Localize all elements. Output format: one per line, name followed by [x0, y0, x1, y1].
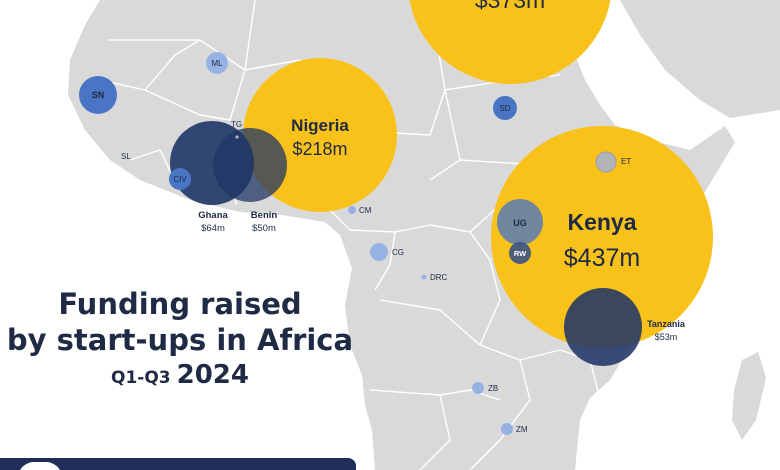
- bubble-civ: [169, 168, 191, 190]
- border-line: [379, 299, 481, 346]
- bubble-tg: [235, 135, 239, 139]
- label-ml: ML: [211, 59, 223, 68]
- bubble-cg: [370, 243, 388, 261]
- bubble-benin: [213, 128, 287, 202]
- bubble-top: [409, 0, 611, 84]
- europe-edge: [360, 0, 400, 12]
- bubble-cm: [348, 206, 356, 214]
- mid-bubbles: [170, 121, 642, 366]
- label-et: ET: [621, 157, 631, 166]
- border-line: [469, 231, 501, 346]
- bubble-rw: [509, 242, 531, 264]
- major-bubbles: [243, 0, 713, 348]
- border-line: [349, 224, 471, 233]
- label-nigeria-amount: $218m: [292, 139, 347, 159]
- bubble-et: [595, 151, 617, 173]
- small-bubbles: [79, 52, 617, 435]
- label-nigeria-name: Nigeria: [291, 116, 349, 135]
- bubble-tanzania: [564, 288, 642, 366]
- border-line: [419, 394, 451, 470]
- bubble-kenya: [491, 126, 713, 348]
- label-sd: SD: [499, 104, 510, 113]
- label-zb: ZB: [488, 384, 498, 393]
- title-period: Q1-Q3 2024: [0, 358, 360, 395]
- footer-bar: [0, 458, 356, 470]
- border-line: [369, 389, 501, 401]
- label-ug: UG: [513, 218, 527, 228]
- label-kenya-name: Kenya: [567, 209, 636, 235]
- bubble-ml: [206, 52, 228, 74]
- border-line: [199, 69, 246, 121]
- label-benin-amount: $50m: [252, 223, 276, 234]
- bubble-ug: [497, 199, 543, 245]
- border-line: [144, 39, 201, 91]
- title-line-2: by start-ups in Africa: [6, 323, 354, 357]
- title-quarter: Q1-Q3: [111, 368, 171, 388]
- label-cg: CG: [392, 248, 404, 257]
- border-line: [374, 231, 396, 291]
- label-ghana-amount: $64m: [201, 223, 225, 234]
- bubble-sn: [79, 76, 117, 114]
- madagascar-island: [732, 352, 766, 440]
- arabian-peninsula: [620, 0, 780, 118]
- bubble-sd: [493, 96, 517, 120]
- logo-icon: [18, 462, 62, 470]
- title-line-1: Funding raised: [58, 287, 302, 321]
- label-civ: CIV: [173, 175, 187, 184]
- label-cm: CM: [359, 206, 372, 215]
- border-line: [129, 149, 173, 176]
- label-sl: SL: [121, 152, 131, 161]
- border-line: [244, 0, 256, 71]
- label-benin-name: Benin: [251, 210, 278, 221]
- bubble-zm: [501, 423, 513, 435]
- label-tanzania-name: Tanzania: [647, 319, 686, 329]
- bubble-drc: [421, 274, 427, 280]
- labels: $373m Nigeria $218m Kenya $437m Ghana $6…: [92, 0, 686, 434]
- label-tanzania-amount: $53m: [655, 332, 678, 342]
- label-ghana-name: Ghana: [198, 210, 228, 221]
- label-zm: ZM: [516, 425, 528, 434]
- label-sn: SN: [92, 90, 105, 100]
- label-kenya-amount: $437m: [564, 244, 640, 272]
- map-title: Funding raised by start-ups in Africa Q1…: [0, 286, 360, 395]
- label-drc: DRC: [430, 273, 448, 282]
- label-tg: TG: [231, 120, 242, 129]
- title-year: 2024: [176, 360, 249, 390]
- label-rw: RW: [514, 249, 527, 258]
- border-line: [469, 359, 531, 470]
- label-top-amount: $373m: [475, 0, 545, 13]
- bubble-zb: [472, 382, 484, 394]
